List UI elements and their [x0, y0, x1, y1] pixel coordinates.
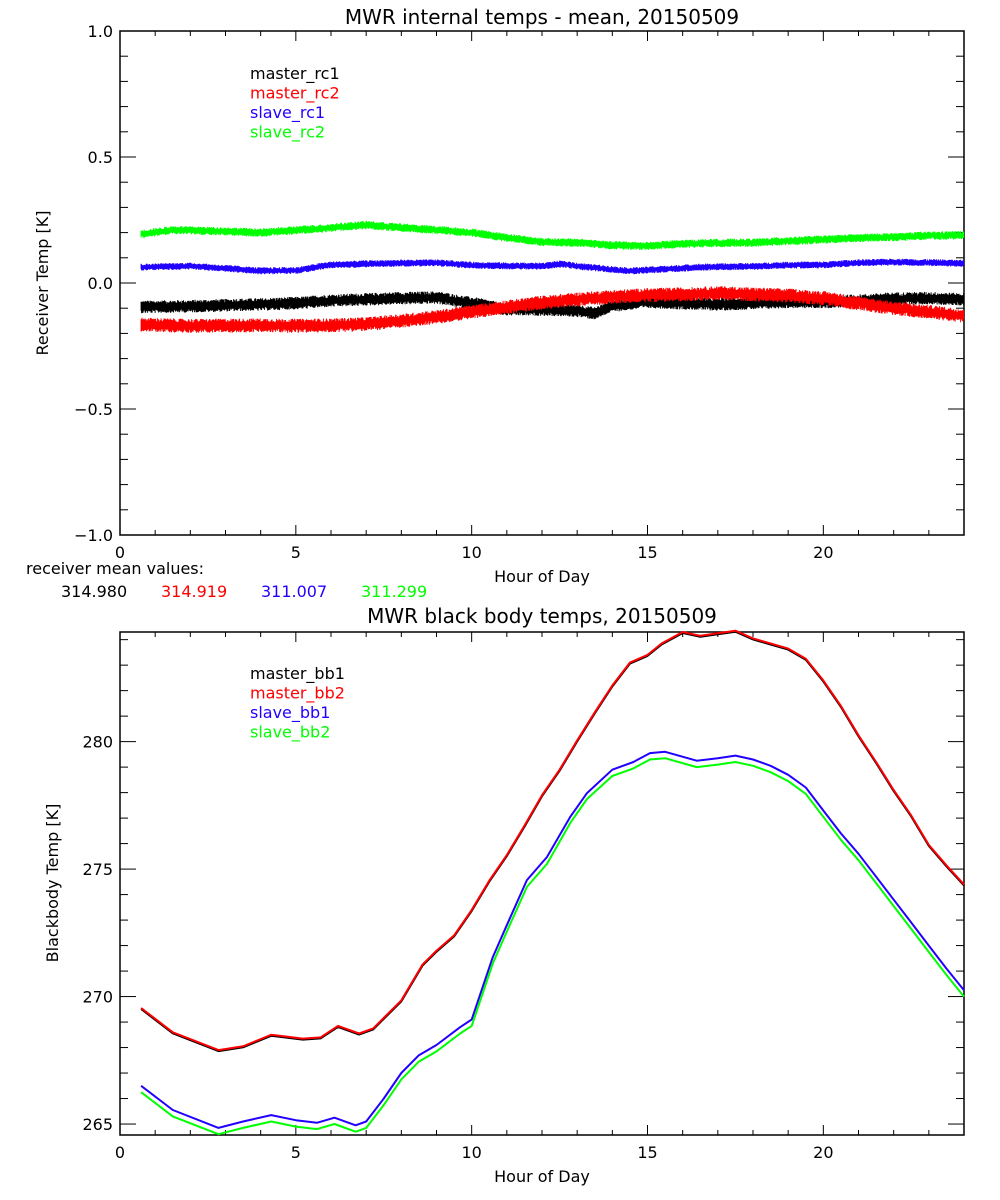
legend-entry-master-rc2: master_rc2 [250, 84, 340, 104]
mean-value-master-rc1: 314.980 [61, 582, 127, 601]
plot-frame [119, 30, 965, 536]
x-tick-label: 20 [813, 543, 833, 562]
series-slave-rc1 [140, 258, 965, 275]
mean-values-annotation: receiver mean values: 314.980 314.919 31… [26, 559, 427, 601]
series-master-rc2 [140, 286, 965, 333]
x-tick-label: 15 [637, 1143, 657, 1162]
series-layer [140, 629, 965, 1136]
series-master-bb2 [140, 629, 965, 1052]
chart-title: MWR black body temps, 20150509 [367, 604, 717, 628]
mean-value-master-rc2: 314.919 [161, 582, 227, 601]
x-tick-label: 10 [461, 543, 481, 562]
mean-value-slave-rc1: 311.007 [261, 582, 327, 601]
y-axis-label: Blackbody Temp [K] [43, 804, 62, 963]
y-tick-label: −0.5 [74, 400, 113, 419]
x-tick-label: 5 [291, 543, 301, 562]
x-axis-label: Hour of Day [494, 1167, 590, 1186]
series-slave-bb1 [140, 750, 965, 1129]
x-axis-label: Hour of Day [494, 567, 590, 586]
plot-frame [119, 631, 965, 1136]
mean-values-label: receiver mean values: [26, 559, 204, 578]
receiver-temp-plot: MWR internal temps - mean, 20150509 Rece… [33, 5, 965, 586]
y-tick-label: 280 [82, 733, 113, 752]
blackbody-temp-plot: MWR black body temps, 20150509 Blackbody… [43, 604, 965, 1186]
y-tick-label: 265 [82, 1115, 113, 1134]
x-tick-label: 15 [637, 543, 657, 562]
legend-entry-slave-rc2: slave_rc2 [250, 123, 325, 143]
x-tick-label: 10 [461, 1143, 481, 1162]
y-tick-label: −1.0 [74, 526, 113, 545]
chart-title: MWR internal temps - mean, 20150509 [345, 5, 739, 29]
x-tick-label: 0 [115, 543, 125, 562]
axes-frame: 0 5 10 15 20 −1.0 −0.5 0.0 0.5 1.0 [74, 22, 965, 562]
y-axis-label: Receiver Temp [K] [33, 210, 52, 355]
legend-entry-master-bb1: master_bb1 [250, 664, 345, 684]
x-tick-label: 20 [813, 1143, 833, 1162]
mean-value-slave-rc2: 311.299 [361, 582, 427, 601]
y-tick-label: 270 [82, 988, 113, 1007]
y-tick-label: 275 [82, 860, 113, 879]
legend-entry-master-bb2: master_bb2 [250, 684, 345, 704]
legend-entry-slave-rc1: slave_rc1 [250, 103, 325, 123]
series-slave-rc2 [140, 220, 965, 251]
legend-entry-slave-bb2: slave_bb2 [250, 723, 330, 743]
legend-entry-slave-bb1: slave_bb1 [250, 703, 330, 723]
y-tick-label: 1.0 [88, 22, 113, 41]
x-tick-label: 5 [291, 1143, 301, 1162]
y-tick-label: 0.0 [88, 274, 113, 293]
legend-entry-master-rc1: master_rc1 [250, 64, 340, 84]
series-layer [140, 220, 965, 333]
series-slave-bb2 [140, 757, 965, 1136]
y-tick-label: 0.5 [88, 148, 113, 167]
x-tick-label: 0 [115, 1143, 125, 1162]
axes-frame: 0 5 10 15 20 265 270 275 280 [82, 631, 965, 1162]
